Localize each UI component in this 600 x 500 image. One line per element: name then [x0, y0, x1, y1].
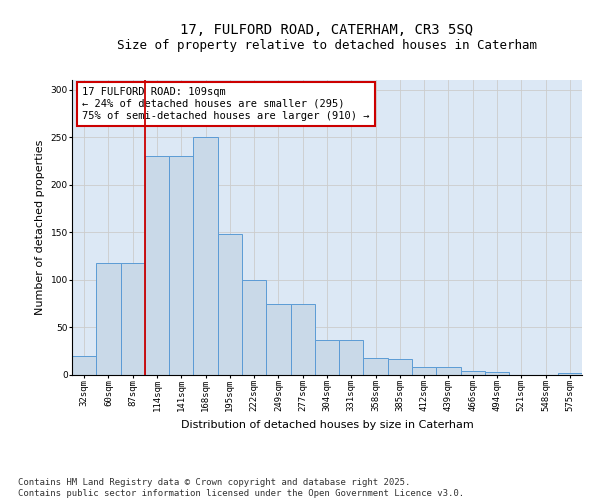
Bar [169, 156, 193, 375]
Bar [436, 368, 461, 375]
Bar [364, 358, 388, 375]
Bar [558, 373, 582, 375]
Bar [339, 340, 364, 375]
Bar [315, 340, 339, 375]
Bar [218, 234, 242, 375]
Bar [412, 368, 436, 375]
X-axis label: Distribution of detached houses by size in Caterham: Distribution of detached houses by size … [181, 420, 473, 430]
Text: 17, FULFORD ROAD, CATERHAM, CR3 5SQ: 17, FULFORD ROAD, CATERHAM, CR3 5SQ [181, 22, 473, 36]
Text: Size of property relative to detached houses in Caterham: Size of property relative to detached ho… [117, 39, 537, 52]
Bar [461, 371, 485, 375]
Bar [145, 156, 169, 375]
Bar [290, 304, 315, 375]
Bar [485, 372, 509, 375]
Bar [242, 280, 266, 375]
Text: 17 FULFORD ROAD: 109sqm
← 24% of detached houses are smaller (295)
75% of semi-d: 17 FULFORD ROAD: 109sqm ← 24% of detache… [82, 88, 370, 120]
Y-axis label: Number of detached properties: Number of detached properties [35, 140, 45, 315]
Bar [121, 262, 145, 375]
Bar [193, 137, 218, 375]
Bar [266, 304, 290, 375]
Bar [72, 356, 96, 375]
Text: Contains HM Land Registry data © Crown copyright and database right 2025.
Contai: Contains HM Land Registry data © Crown c… [18, 478, 464, 498]
Bar [388, 359, 412, 375]
Bar [96, 262, 121, 375]
